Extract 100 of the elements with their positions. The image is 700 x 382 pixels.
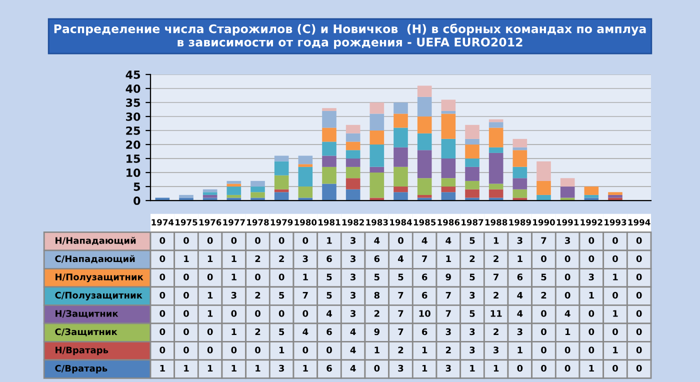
x-tick-label: 1992 [580,219,602,226]
data-label: 6 [422,274,428,280]
bar [441,178,456,187]
bar [465,166,480,181]
text: Н/Полузащитник [56,274,144,282]
bar [274,175,289,190]
bar [536,180,551,195]
data-label: 0 [207,274,213,280]
y-tick-label: 40 [126,84,140,93]
data-label: 0 [636,310,642,317]
data-label: 1 [327,237,332,244]
data-label: 5 [326,274,332,280]
data-label: 0 [302,310,308,317]
data-label: 2 [494,255,498,262]
data-label: 7 [302,292,308,299]
x-tick-label: 1979 [270,219,293,226]
data-label: 7 [398,310,404,317]
bar [536,161,551,181]
bar [250,186,265,192]
data-label: 0 [184,346,189,354]
data-label: 4 [350,364,356,372]
y-tick-label: 45 [126,70,140,79]
bar [346,133,360,142]
x-tick-label: 1977 [223,219,245,226]
data-label: 0 [588,346,594,354]
bar [370,130,384,145]
data-label: 1 [518,346,522,354]
bar [346,124,360,134]
data-label: 0 [255,346,260,354]
bar [274,192,289,201]
x-tick-label: 1988 [485,219,508,226]
data-label: 0 [612,364,618,372]
data-label: 0 [564,346,570,354]
bar [179,198,194,201]
data-label: 0 [207,237,213,244]
bar [226,184,242,187]
data-label: 0 [207,346,213,354]
data-label: 9 [374,328,380,336]
bar [394,186,408,192]
data-label: 3 [565,237,570,244]
data-label: 3 [446,364,451,372]
y-tick-label: 0 [134,196,140,205]
x-tick-label: 1976 [199,219,222,226]
data-label: 4 [302,328,308,336]
data-label: 5 [398,274,404,280]
data-label: 1 [303,364,308,372]
x-tick-label: 1989 [509,219,531,226]
data-label: 0 [326,346,332,354]
text: С/Защитник [55,328,118,336]
data-label: 0 [278,310,284,317]
bar [394,166,408,187]
data-label: 3 [279,364,284,372]
data-label: 7 [541,237,546,244]
data-label: 0 [302,237,308,244]
x-tick-label: 1984 [390,219,412,226]
data-label: 0 [302,346,308,354]
data-label: 0 [612,292,618,299]
data-label: 3 [517,237,522,244]
data-label: 0 [184,310,189,317]
data-label: 5 [279,292,284,299]
bar [322,142,336,156]
bar [346,158,360,167]
data-label: 1 [208,255,213,262]
data-label: 0 [541,346,546,354]
data-label: 0 [398,237,404,244]
data-label: 3 [470,292,475,299]
data-label: 0 [541,328,546,336]
data-label: 4 [446,237,452,244]
data-label: 3 [302,255,308,262]
bar [417,116,432,134]
y-tick-label: 15 [126,154,140,163]
bar [370,102,384,114]
data-label: 1 [232,274,236,280]
data-label: 0 [541,364,546,372]
bar [417,133,432,150]
data-label: 0 [255,237,260,244]
bar [394,128,408,148]
bar [298,156,313,164]
data-label: 1 [613,310,618,317]
bar [346,166,360,178]
text: Н/Нападающий [56,236,136,246]
data-label: 3 [588,274,594,280]
data-label: 4 [517,292,523,299]
x-tick-label: 1993 [604,219,626,226]
bar [394,102,408,114]
data-label: 0 [160,292,166,299]
data-label: 3 [446,328,451,336]
bar [465,144,480,159]
bar [512,189,528,198]
data-label: 1 [422,346,428,354]
bar [608,198,622,201]
y-tick-label: 30 [126,112,140,121]
data-label: 0 [636,346,642,354]
data-label: 0 [255,310,260,317]
text: Н/Вратарь [56,346,108,356]
data-label: 1 [565,328,570,336]
data-label: 0 [231,310,237,317]
data-label: 5 [374,274,380,280]
data-label: 0 [588,255,594,262]
data-label: 1 [374,346,380,354]
